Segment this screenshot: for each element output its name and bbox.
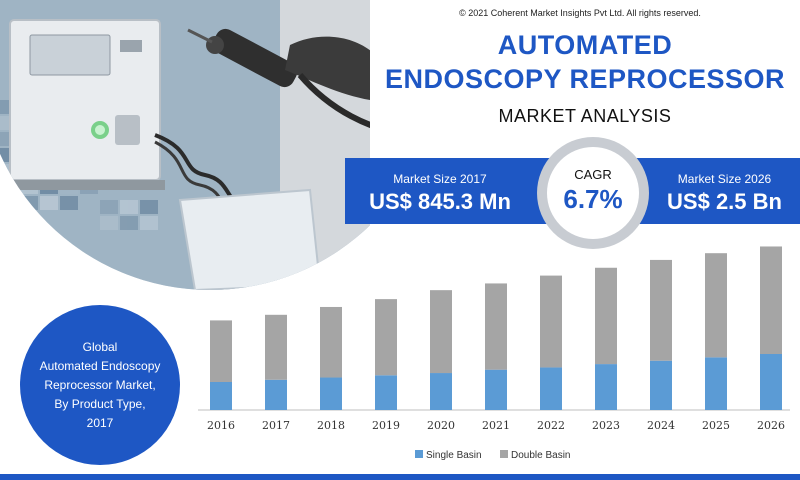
bubble-line-2: Automated Endoscopy bbox=[39, 358, 161, 373]
bar-single-basin-2018 bbox=[320, 377, 342, 410]
legend-swatch-double-basin bbox=[500, 450, 508, 458]
bar-single-basin-2023 bbox=[595, 364, 617, 410]
bar-single-basin-2026 bbox=[760, 354, 782, 410]
bar-single-basin-2019 bbox=[375, 375, 397, 410]
cagr-circle: CAGR 6.7% bbox=[547, 147, 639, 239]
stacked-bar-chart: 2016 2017 2018 2019 2020 2021 2022 2023 2024 2025… bbox=[198, 246, 790, 461]
bar-single-basin-2020 bbox=[430, 373, 452, 410]
bar-double-basin-2020 bbox=[430, 290, 452, 374]
bar-double-basin-2026 bbox=[760, 246, 782, 354]
product-photo bbox=[0, 0, 370, 290]
bubble-text: Global Automated Endoscopy Reprocessor M… bbox=[30, 338, 170, 433]
cagr-value: 6.7% bbox=[563, 184, 623, 214]
x-tick-label-2022: 2022 bbox=[537, 419, 565, 432]
x-tick-label-2026: 2026 bbox=[757, 419, 785, 432]
stat-left-value: US$ 845.3 Mn bbox=[369, 189, 511, 214]
legend-swatch-single-basin bbox=[415, 450, 423, 458]
x-tick-label-2017: 2017 bbox=[262, 419, 290, 432]
bar-double-basin-2023 bbox=[595, 267, 617, 365]
stat-market-size-2017: Market Size 2017 US$ 845.3 Mn bbox=[345, 172, 535, 215]
x-tick-label-2018: 2018 bbox=[317, 419, 345, 432]
bar-double-basin-2019 bbox=[375, 299, 397, 376]
x-tick-label-2023: 2023 bbox=[592, 419, 620, 432]
bar-double-basin-2024 bbox=[650, 259, 672, 361]
bar-single-basin-2025 bbox=[705, 357, 727, 410]
cagr-label: CAGR bbox=[574, 167, 612, 182]
x-tick-label-2024: 2024 bbox=[647, 419, 675, 432]
bar-single-basin-2017 bbox=[265, 379, 287, 410]
bar-single-basin-2016 bbox=[210, 382, 232, 410]
bar-double-basin-2016 bbox=[210, 320, 232, 382]
bar-single-basin-2021 bbox=[485, 369, 507, 410]
bar-double-basin-2025 bbox=[705, 253, 727, 358]
cagr-ring: CAGR 6.7% bbox=[537, 137, 649, 249]
x-tick-label-2021: 2021 bbox=[482, 419, 510, 432]
stat-left-label: Market Size 2017 bbox=[393, 172, 487, 186]
legend-label-single-basin: Single Basin bbox=[426, 450, 482, 461]
photo-illustration bbox=[0, 0, 370, 290]
bottom-accent-bar bbox=[0, 474, 800, 480]
endoscope-reprocessor-photo bbox=[0, 0, 370, 290]
bar-double-basin-2018 bbox=[320, 306, 342, 378]
bubble-line-3: Reprocessor Market, bbox=[44, 377, 156, 392]
stat-right-label: Market Size 2026 bbox=[677, 172, 772, 186]
x-tick-label-2020: 2020 bbox=[427, 419, 455, 432]
legend-label-double-basin: Double Basin bbox=[511, 450, 570, 461]
bubble-line-4: By Product Type, bbox=[54, 396, 146, 411]
bar-double-basin-2017 bbox=[265, 314, 287, 380]
title-line-1: AUTOMATED bbox=[497, 30, 673, 60]
title-line-2: ENDOSCOPY REPROCESSOR bbox=[384, 64, 786, 94]
bubble-line-5: 2017 bbox=[86, 415, 114, 430]
x-tick-label-2019: 2019 bbox=[372, 419, 400, 432]
bubble-line-1: Global bbox=[82, 339, 118, 354]
bar-double-basin-2021 bbox=[485, 283, 507, 370]
x-tick-label-2016: 2016 bbox=[207, 419, 235, 432]
x-tick-label-2025: 2025 bbox=[702, 419, 730, 432]
bar-double-basin-2022 bbox=[540, 275, 562, 368]
stat-market-size-2026: Market Size 2026 US$ 2.5 Bn bbox=[652, 172, 797, 215]
copyright-notice: © 2021 Coherent Market Insights Pvt Ltd.… bbox=[459, 8, 701, 18]
stat-right-value: US$ 2.5 Bn bbox=[667, 189, 782, 214]
bar-single-basin-2024 bbox=[650, 360, 672, 410]
subtitle: MARKET ANALYSIS bbox=[498, 106, 672, 126]
chart-description-bubble: Global Automated Endoscopy Reprocessor M… bbox=[20, 305, 180, 465]
bar-single-basin-2022 bbox=[540, 367, 562, 410]
